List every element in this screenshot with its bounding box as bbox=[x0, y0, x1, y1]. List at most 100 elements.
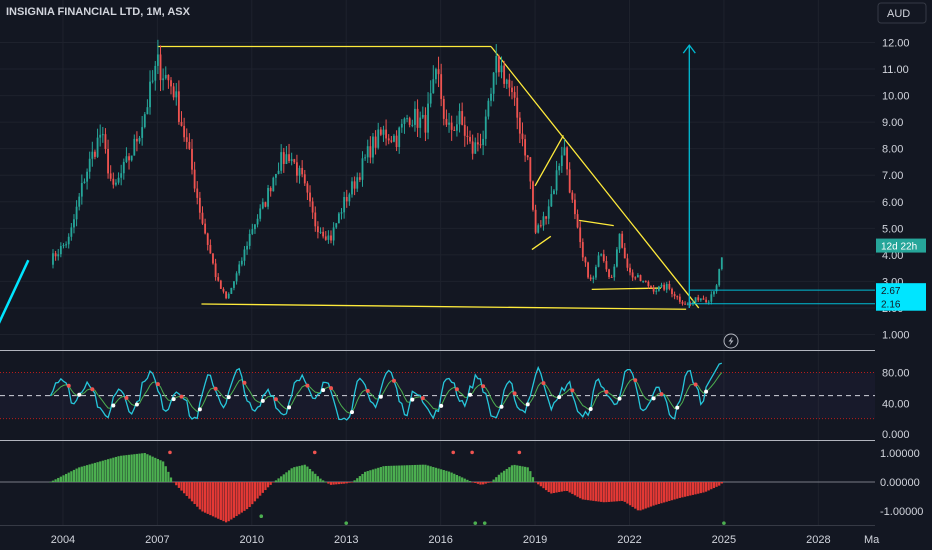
histogram-bar bbox=[550, 482, 553, 494]
oscillator-cross-marker bbox=[468, 392, 473, 397]
histogram-bar bbox=[445, 470, 448, 482]
histogram-bar bbox=[203, 482, 207, 513]
lightning-icon[interactable] bbox=[723, 333, 739, 349]
candle-body bbox=[343, 196, 346, 213]
histogram-bar bbox=[482, 482, 485, 485]
candle-body bbox=[214, 263, 217, 278]
histogram-bar bbox=[238, 482, 241, 515]
candle-body bbox=[78, 196, 81, 207]
histogram-bar bbox=[358, 476, 361, 482]
candle-body bbox=[185, 137, 188, 142]
histogram-bar bbox=[146, 454, 149, 482]
candle-body bbox=[361, 158, 364, 180]
candle-body bbox=[605, 261, 608, 270]
histogram-bar bbox=[322, 480, 325, 482]
candle-body bbox=[550, 194, 553, 207]
candle-body bbox=[374, 136, 377, 148]
candle-body bbox=[639, 275, 642, 281]
histogram-bar bbox=[264, 482, 267, 491]
histogram-bar bbox=[240, 482, 243, 513]
candle-body bbox=[673, 294, 676, 297]
candle-body bbox=[684, 303, 687, 305]
price-tick-label: 8.00 bbox=[882, 144, 903, 156]
histogram-signal-dot bbox=[722, 521, 726, 525]
oscillator-signal-line bbox=[50, 372, 723, 414]
histogram-bar bbox=[206, 482, 209, 514]
histogram-bar bbox=[479, 482, 482, 485]
histogram-bar bbox=[67, 472, 70, 482]
candle-body bbox=[303, 174, 306, 184]
histogram-bar bbox=[85, 465, 89, 482]
candle-body bbox=[159, 54, 162, 81]
oscillator-pane[interactable] bbox=[0, 362, 875, 421]
histogram-bar bbox=[180, 482, 183, 491]
candle-body bbox=[395, 135, 398, 148]
oscillator-cross-marker bbox=[693, 382, 698, 387]
histogram-signal-dot bbox=[517, 450, 522, 455]
histogram-bar bbox=[628, 482, 632, 506]
candle-body bbox=[156, 54, 159, 66]
histogram-bar bbox=[702, 482, 705, 493]
candle-body bbox=[225, 291, 228, 299]
candle-body bbox=[298, 167, 301, 176]
candle-body bbox=[466, 135, 469, 137]
histogram-bar bbox=[466, 479, 469, 482]
histogram-bar bbox=[148, 455, 152, 482]
histogram-bar bbox=[694, 482, 697, 495]
candle-body bbox=[191, 148, 193, 170]
candle-body bbox=[718, 269, 721, 286]
candle-body bbox=[631, 272, 634, 278]
candle-body bbox=[248, 233, 251, 246]
candle-body bbox=[678, 296, 681, 302]
histogram-pane[interactable] bbox=[0, 450, 875, 525]
histogram-bar bbox=[521, 466, 524, 482]
histogram-bar bbox=[114, 456, 118, 482]
histogram-bar bbox=[594, 482, 598, 502]
candle-body bbox=[461, 111, 464, 125]
histogram-bar bbox=[487, 482, 490, 483]
histogram-bar bbox=[699, 482, 702, 494]
histogram-bar bbox=[64, 473, 68, 482]
candle-body bbox=[553, 190, 555, 195]
histogram-bar bbox=[235, 482, 238, 517]
candle-body bbox=[112, 178, 115, 185]
histogram-bar bbox=[455, 474, 459, 482]
histogram-bar bbox=[613, 482, 616, 502]
candle-body bbox=[204, 223, 207, 234]
histogram-bar bbox=[474, 482, 477, 483]
histogram-bar bbox=[198, 482, 201, 510]
candle-body bbox=[400, 123, 403, 128]
histogram-bar bbox=[295, 466, 299, 482]
histogram-bar bbox=[316, 476, 320, 482]
currency-button[interactable]: AUD bbox=[877, 2, 927, 24]
chart-title: INSIGNIA FINANCIAL LTD, 1M, ASX bbox=[6, 6, 191, 18]
histogram-bar bbox=[363, 471, 367, 482]
candle-body bbox=[610, 276, 613, 278]
candle-body bbox=[288, 154, 290, 162]
candle-body bbox=[162, 78, 165, 81]
histogram-bar bbox=[678, 482, 681, 498]
histogram-signal-dot bbox=[344, 521, 349, 525]
candle-body bbox=[642, 280, 645, 282]
histogram-bar bbox=[353, 480, 356, 482]
histogram-bar bbox=[563, 482, 566, 492]
oscillator-cross-marker bbox=[90, 387, 95, 392]
candle-body bbox=[337, 213, 340, 224]
histogram-bar bbox=[440, 469, 443, 482]
histogram-bar bbox=[607, 482, 611, 502]
histogram-bar bbox=[398, 465, 401, 482]
oscillator-cross-marker bbox=[588, 406, 593, 411]
candle-body bbox=[694, 297, 697, 303]
candle-body bbox=[243, 249, 246, 261]
candle-body bbox=[671, 288, 673, 295]
candle-body bbox=[629, 267, 631, 273]
histogram-bar bbox=[518, 465, 521, 482]
oscillator-cross-marker bbox=[481, 384, 486, 389]
candle-body bbox=[492, 72, 495, 94]
histogram-bar bbox=[345, 482, 348, 484]
candle-body bbox=[264, 202, 267, 207]
histogram-bar bbox=[476, 482, 480, 484]
candle-body bbox=[146, 107, 149, 115]
price-pane[interactable] bbox=[0, 39, 875, 348]
histogram-bar bbox=[437, 468, 440, 482]
